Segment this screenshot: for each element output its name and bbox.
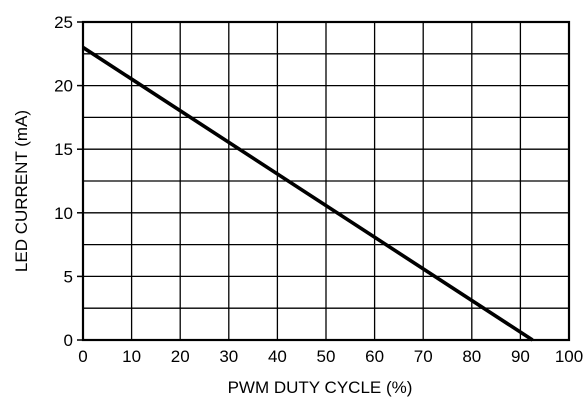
x-tick-label: 40 bbox=[268, 347, 287, 366]
grid bbox=[82, 21, 570, 341]
x-tick-label: 30 bbox=[219, 347, 238, 366]
x-tick-label: 50 bbox=[317, 347, 336, 366]
y-tick-label: 10 bbox=[54, 204, 73, 223]
y-tick-label: 20 bbox=[54, 77, 73, 96]
plot-border bbox=[81, 20, 571, 342]
x-tick-label: 70 bbox=[414, 347, 433, 366]
y-tick-labels: 0 5 10 15 20 25 bbox=[54, 13, 73, 350]
x-tick-label: 60 bbox=[365, 347, 384, 366]
x-tick-labels: 0 10 20 30 40 50 60 70 80 90 100 bbox=[78, 347, 583, 366]
y-tick-label: 15 bbox=[54, 140, 73, 159]
x-tick-label: 100 bbox=[555, 347, 583, 366]
series-line-0 bbox=[82, 45, 534, 342]
series-layer bbox=[82, 45, 534, 342]
x-tick-label: 10 bbox=[122, 347, 141, 366]
x-tick-label: 90 bbox=[511, 347, 530, 366]
y-tick-label: 0 bbox=[64, 331, 73, 350]
x-axis-title: PWM DUTY CYCLE (%) bbox=[228, 378, 413, 397]
x-tick-label: 20 bbox=[171, 347, 190, 366]
plot-frame bbox=[77, 20, 571, 342]
y-axis-title: LED CURRENT (mA) bbox=[12, 110, 31, 272]
x-tick-label: 80 bbox=[462, 347, 481, 366]
y-tick-label: 25 bbox=[54, 13, 73, 32]
y-tick-label: 5 bbox=[64, 267, 73, 286]
x-tick-label: 0 bbox=[78, 347, 87, 366]
